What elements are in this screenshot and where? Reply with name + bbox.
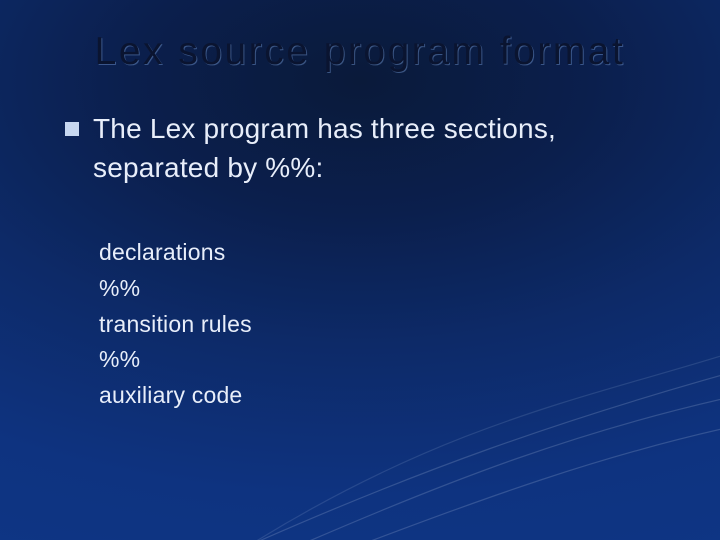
slide-body: The Lex program has three sections, sepa… [65, 110, 680, 413]
main-bullet: The Lex program has three sections, sepa… [65, 110, 680, 187]
code-line: transition rules [99, 307, 680, 343]
code-line: %% [99, 271, 680, 307]
slide: Lex source program format The Lex progra… [0, 0, 720, 540]
code-line: auxiliary code [99, 378, 680, 414]
slide-title: Lex source program format [0, 30, 720, 74]
bullet-marker-icon [65, 122, 79, 136]
main-bullet-text: The Lex program has three sections, sepa… [93, 110, 680, 187]
code-line: declarations [99, 235, 680, 271]
code-block: declarations %% transition rules %% auxi… [99, 235, 680, 413]
code-line: %% [99, 342, 680, 378]
